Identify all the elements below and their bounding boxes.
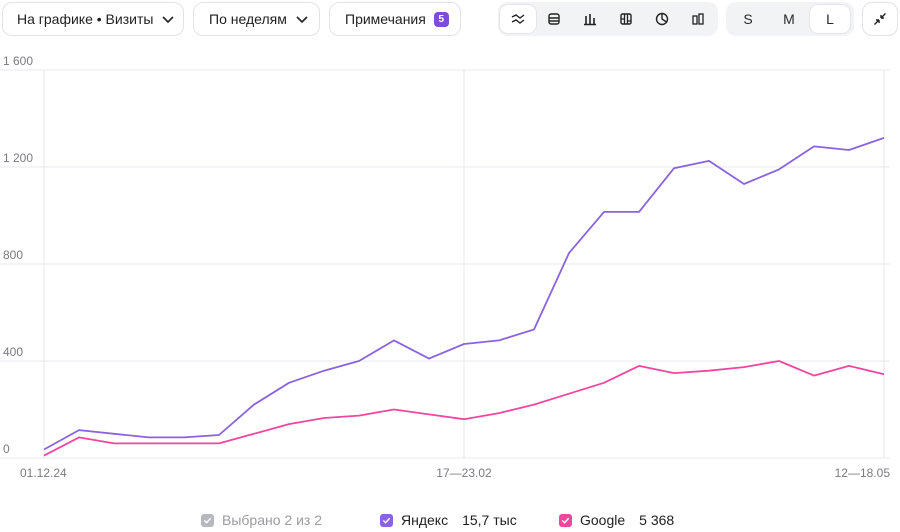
metric-dropdown[interactable]: На графике • Визиты [2, 2, 184, 36]
y-tick-label: 1 200 [3, 151, 33, 165]
notes-button-label: Примечания [345, 11, 426, 27]
chart-legend: Выбрано 2 из 2 Яндекс 15,7 тыс Google 5 … [0, 508, 900, 532]
x-tick-label: 17—23.02 [436, 466, 492, 480]
checkbox-icon [559, 513, 572, 527]
grouping-dropdown-label: По неделям [209, 11, 287, 27]
legend-item-yandex[interactable]: Яндекс 15,7 тыс [380, 512, 517, 528]
series-line-0 [43, 137, 885, 451]
chart-type-pie[interactable] [644, 5, 680, 33]
chart-type-column[interactable] [680, 5, 716, 33]
size-switcher: S M L [726, 2, 854, 36]
checkbox-icon [380, 513, 393, 527]
chart-toolbar: На графике • Визиты По неделям Примечани… [0, 0, 900, 40]
notes-button[interactable]: Примечания 5 [329, 2, 461, 36]
line-chart-icon [511, 14, 525, 24]
chevron-down-icon [162, 16, 175, 24]
size-m-button[interactable]: M [783, 11, 795, 27]
size-s-button[interactable]: S [743, 11, 753, 27]
y-tick-label: 1 600 [3, 54, 33, 68]
legend-item-name: Яндекс [401, 512, 449, 528]
chart-type-line[interactable] [500, 5, 536, 33]
chart-series [43, 137, 885, 457]
notes-count-badge: 5 [433, 11, 449, 27]
y-tick-label: 800 [3, 248, 23, 262]
y-tick-label: 0 [3, 442, 10, 456]
series-line-1 [43, 360, 885, 457]
chart-grid [0, 69, 890, 459]
checkbox-icon [201, 513, 214, 527]
bar-chart-icon [584, 14, 596, 26]
y-tick-label: 400 [3, 345, 23, 359]
pie-chart-icon [655, 12, 669, 26]
stacked-bar-icon [620, 13, 632, 25]
legend-selected-count: Выбрано 2 из 2 [222, 512, 322, 528]
legend-select-all[interactable]: Выбрано 2 из 2 [201, 512, 322, 528]
stacked-area-icon [548, 13, 560, 25]
x-tick-label: 12—18.05 [835, 466, 891, 480]
line-chart: 0 400 800 1 200 1 600 01.12.24 17—23.02 12—18.… [0, 54, 890, 480]
column-chart-icon [692, 13, 704, 25]
collapse-icon [874, 13, 886, 25]
legend-item-total: 5 368 [639, 512, 675, 528]
legend-item-google[interactable]: Google 5 368 [559, 512, 674, 528]
chart-type-switcher [498, 2, 718, 36]
chart-type-stacked-bar[interactable] [608, 5, 644, 33]
legend-item-name: Google [580, 512, 626, 528]
chart-type-stacked-area[interactable] [536, 5, 572, 33]
metric-dropdown-label: На графике • Визиты [17, 11, 154, 27]
x-tick-label: 01.12.24 [20, 466, 67, 480]
y-axis-ticks: 0 400 800 1 200 1 600 [3, 54, 33, 456]
chevron-down-icon [296, 16, 308, 24]
collapse-button[interactable] [862, 2, 898, 36]
grouping-dropdown[interactable]: По неделям [193, 2, 320, 36]
legend-item-total: 15,7 тыс [462, 512, 517, 528]
chart-type-bar[interactable] [572, 5, 608, 33]
size-l-button[interactable]: L [810, 5, 850, 33]
x-axis-ticks: 01.12.24 17—23.02 12—18.05 [20, 466, 890, 480]
